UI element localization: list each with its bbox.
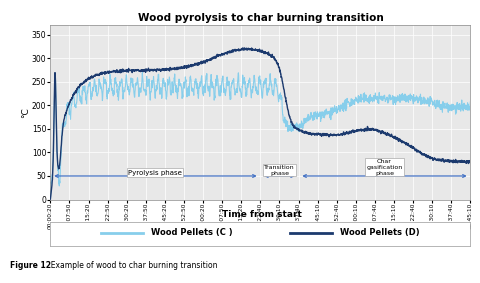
Text: Wood Pellets (C ): Wood Pellets (C ) <box>151 228 233 237</box>
Y-axis label: °C: °C <box>21 107 30 118</box>
Text: Char
gasification
phase: Char gasification phase <box>366 159 403 175</box>
Text: Wood Pellets (D): Wood Pellets (D) <box>340 228 420 237</box>
Text: Pyrolysis phase: Pyrolysis phase <box>129 170 182 175</box>
Text: Transition
phase: Transition phase <box>264 165 295 175</box>
Text: Figure 12: Figure 12 <box>10 261 50 270</box>
Title: Wood pyrolysis to char burning transition: Wood pyrolysis to char burning transitio… <box>138 13 383 23</box>
Text: . Example of wood to char burning transition: . Example of wood to char burning transi… <box>46 261 217 270</box>
Text: Time from start: Time from start <box>222 210 301 219</box>
